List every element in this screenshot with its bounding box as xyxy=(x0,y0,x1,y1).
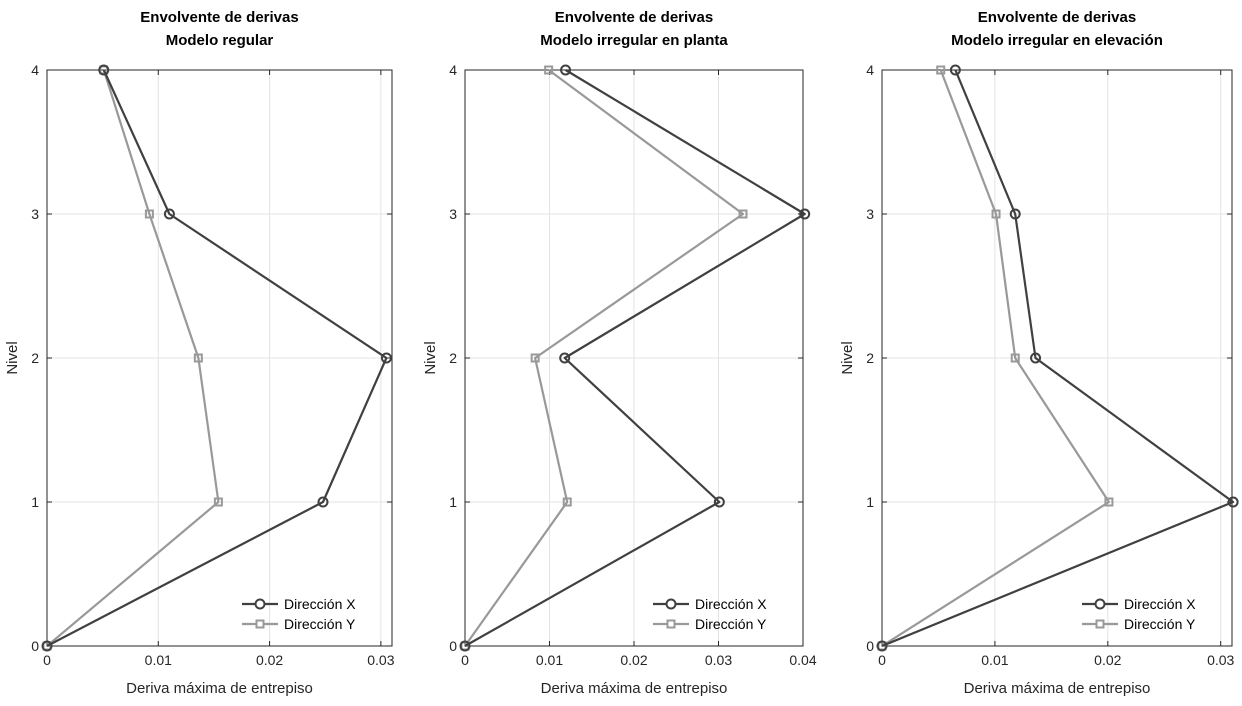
legend-marker xyxy=(1094,598,1106,610)
data-point xyxy=(799,208,811,220)
y-tick-label: 1 xyxy=(866,494,874,510)
x-tick-label: 0 xyxy=(461,652,469,668)
y-tick-label: 3 xyxy=(31,206,39,222)
chart-title-line-1: Envolvente de derivas xyxy=(140,9,298,26)
series-line-x xyxy=(46,69,388,647)
data-point xyxy=(1030,352,1042,364)
y-tick-label: 0 xyxy=(866,638,874,654)
x-tick-label: 0.02 xyxy=(620,652,647,668)
data-point xyxy=(713,496,725,508)
data-point xyxy=(144,209,154,219)
data-point xyxy=(1010,353,1020,363)
y-tick-label: 0 xyxy=(449,638,457,654)
y-tick-label: 4 xyxy=(866,62,874,78)
data-point xyxy=(949,64,961,76)
legend-label: Dirección Y xyxy=(1124,616,1196,632)
legend: Dirección X Dirección Y xyxy=(242,596,356,632)
legend: Dirección X Dirección Y xyxy=(653,596,767,632)
x-tick-label: 0.01 xyxy=(981,652,1008,668)
y-tick-label: 2 xyxy=(866,350,874,366)
legend-label: Dirección Y xyxy=(284,616,356,632)
x-axis-label: Deriva máxima de entrepiso xyxy=(964,680,1151,697)
chart-title-line-2: Modelo irregular en planta xyxy=(540,32,728,49)
data-point xyxy=(560,64,572,76)
x-tick-label: 0.01 xyxy=(536,652,563,668)
data-point xyxy=(559,352,571,364)
x-tick-label: 0 xyxy=(878,652,886,668)
legend-marker xyxy=(1095,619,1105,629)
x-tick-label: 0 xyxy=(43,652,51,668)
y-axis-label: Nivel xyxy=(4,341,21,374)
y-axis-label: Nivel xyxy=(839,341,856,374)
chart-title-line-1: Envolvente de derivas xyxy=(978,9,1136,26)
chart-title-line-2: Modelo irregular en elevación xyxy=(951,32,1163,49)
series-line-x xyxy=(881,69,1235,648)
x-tick-label: 0.04 xyxy=(789,652,816,668)
chart-panel-2: 0 0.01 0.02 0.03 0.04 0 1 2 3 4 Envolvente de deri… xyxy=(422,9,817,697)
legend: Dirección X Dirección Y xyxy=(1082,596,1196,632)
chart-panel-3: 0 0.01 0.02 0.03 0 1 2 3 4 Envolvente de derivas M… xyxy=(839,9,1239,697)
y-tick-label: 0 xyxy=(31,638,39,654)
series-line-y xyxy=(46,69,220,647)
y-tick-label: 3 xyxy=(449,206,457,222)
x-tick-label: 0.02 xyxy=(256,652,283,668)
series-line-y xyxy=(464,69,745,647)
data-point xyxy=(1104,497,1114,507)
data-point xyxy=(193,353,203,363)
y-tick-label: 2 xyxy=(31,350,39,366)
legend-marker xyxy=(666,619,676,629)
data-point xyxy=(459,640,471,652)
data-point xyxy=(98,64,110,76)
data-point xyxy=(738,209,748,219)
legend-label: Dirección X xyxy=(695,596,767,612)
data-point xyxy=(936,65,946,75)
legend-label: Dirección X xyxy=(1124,596,1196,612)
data-point xyxy=(163,208,175,220)
x-axis-label: Deriva máxima de entrepiso xyxy=(126,680,313,697)
series-line-x xyxy=(464,69,806,647)
series-line-y xyxy=(881,69,1111,647)
y-tick-label: 3 xyxy=(866,206,874,222)
data-point xyxy=(380,352,392,364)
data-point xyxy=(1227,496,1239,508)
x-tick-label: 0.01 xyxy=(145,652,172,668)
y-tick-label: 1 xyxy=(449,494,457,510)
data-point xyxy=(213,497,223,507)
chart-title-line-2: Modelo regular xyxy=(166,32,274,49)
legend-marker xyxy=(665,598,677,610)
data-point xyxy=(562,497,572,507)
x-tick-label: 0.02 xyxy=(1094,652,1121,668)
data-point xyxy=(41,640,53,652)
data-point xyxy=(876,640,888,652)
y-tick-label: 2 xyxy=(449,350,457,366)
data-point xyxy=(317,496,329,508)
chart-panel-1: 0 0.01 0.02 0.03 0 1 2 3 4 Envolvente de derivas M… xyxy=(4,9,395,697)
legend-label: Dirección Y xyxy=(695,616,767,632)
legend-marker xyxy=(255,619,265,629)
y-tick-label: 4 xyxy=(449,62,457,78)
data-point xyxy=(544,65,554,75)
x-tick-label: 0.03 xyxy=(705,652,732,668)
y-tick-label: 1 xyxy=(31,494,39,510)
data-point xyxy=(1009,208,1021,220)
x-tick-label: 0.03 xyxy=(1207,652,1234,668)
y-axis-label: Nivel xyxy=(422,341,439,374)
legend-label: Dirección X xyxy=(284,596,356,612)
x-tick-label: 0.03 xyxy=(367,652,394,668)
data-point xyxy=(530,353,540,363)
y-tick-label: 4 xyxy=(31,62,39,78)
legend-marker xyxy=(254,598,266,610)
x-axis-label: Deriva máxima de entrepiso xyxy=(541,680,728,697)
chart-title-line-1: Envolvente de derivas xyxy=(555,9,713,26)
data-point xyxy=(991,209,1001,219)
